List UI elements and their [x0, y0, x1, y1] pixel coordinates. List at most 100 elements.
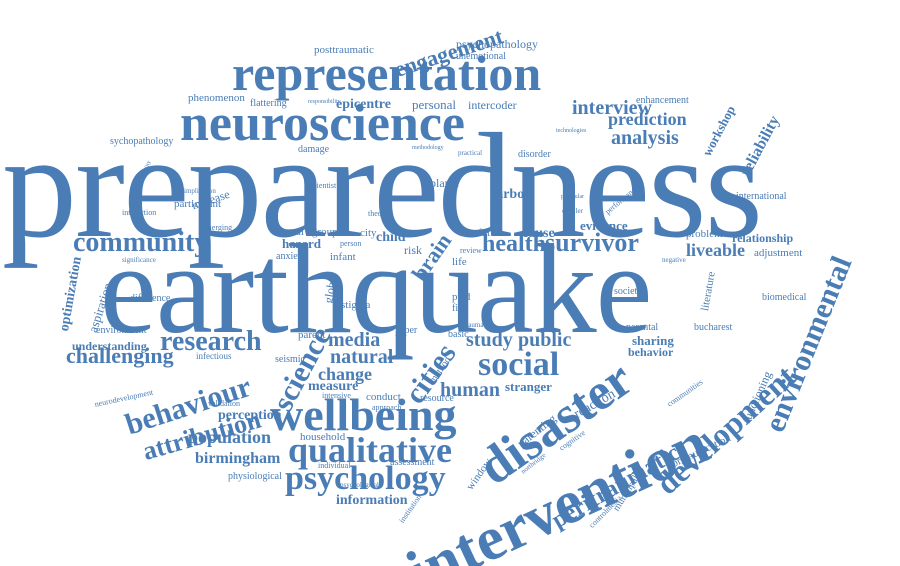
word-epicentre: epicentre [336, 97, 391, 112]
word-earthquake: earthquake [100, 218, 652, 360]
word-approach: approach [372, 403, 402, 412]
word-psychopathology: psychopathology [456, 37, 538, 51]
word-significance: significance [122, 256, 156, 264]
word-wellbeing: wellbeing [270, 389, 457, 440]
word-social: social [478, 346, 560, 383]
word-sharing: sharing [632, 333, 674, 348]
word-preparedness: preparedness [2, 103, 763, 269]
word-biomedical: biomedical [762, 292, 807, 303]
word-five: five [452, 303, 468, 314]
word-perception: perception [218, 408, 282, 423]
word-posttraumatic: posttraumatic [314, 44, 374, 56]
word-personal: personal [412, 97, 457, 112]
word-adjustment: adjustment [754, 247, 803, 259]
word-responsibility: responsibility [308, 99, 341, 105]
word-liveable: liveable [686, 240, 745, 260]
word-methodology: methodology [412, 145, 444, 151]
word-evidence: evidence [580, 218, 628, 233]
word-conduct: conduct [366, 391, 401, 403]
word-validation: validation [208, 399, 240, 408]
word-literature: literature [699, 270, 718, 312]
word-theory: theory [368, 209, 389, 218]
word-public: public [518, 329, 572, 351]
word-scientist: scientist [310, 181, 337, 190]
word-sychopathology: sychopathology [110, 136, 174, 147]
word-international: international [736, 191, 787, 202]
word-cause: cause [522, 226, 555, 241]
word-negative: negative [662, 256, 686, 264]
word-blame: blame [430, 176, 460, 190]
word-difference: difference [130, 293, 171, 304]
word-enhancement: enhancement [636, 95, 689, 106]
word-psychological: psychological [340, 481, 379, 489]
word-risk: risk [404, 243, 422, 257]
word-understanding: understanding [72, 339, 147, 353]
word-representation: representation [232, 45, 542, 101]
word-resource: resource [420, 393, 454, 404]
word-city: city [360, 227, 377, 239]
word-group: group [312, 226, 338, 238]
word-health: health [482, 231, 547, 257]
word-intensive: intensive [322, 391, 351, 400]
word-future: future [478, 227, 505, 239]
word-survivor: survivor [545, 228, 639, 257]
word-physiological: physiological [228, 471, 282, 482]
word-assessment: assessment [390, 457, 435, 468]
word-psychology: psychology [285, 460, 446, 497]
word-infant: infant [330, 251, 356, 263]
word-interview: interview [572, 97, 652, 119]
word-participant: participant [174, 198, 222, 210]
word-community: community [73, 227, 209, 258]
word-paper: paper [395, 325, 418, 336]
word-phenomenon: phenomenon [188, 92, 245, 104]
word-dweller: dweller [562, 207, 583, 215]
word-household: household [300, 431, 346, 443]
word-interaction: interaction [122, 208, 157, 217]
word-anxiety: anxiety [276, 251, 306, 262]
word-disorder: disorder [518, 149, 551, 160]
word-implication: implication [184, 187, 216, 195]
word-particular: particular [561, 194, 584, 200]
word-population: population [188, 427, 272, 447]
word-child: child [376, 230, 406, 245]
word-change: change [318, 364, 372, 384]
word-challenging: challenging [66, 343, 174, 368]
word-hazard: hazard [282, 236, 321, 251]
word-person: person [340, 239, 362, 248]
word-seismic: seismic [275, 354, 305, 365]
word-trauma: trauma [464, 321, 484, 329]
word-behavior: behavior [628, 345, 674, 359]
word-environment: environment [96, 325, 147, 336]
word-central: central [274, 226, 304, 238]
word-carbon: carbon [490, 187, 532, 202]
word-individual: individual [318, 461, 351, 470]
word-stranger: stranger [505, 379, 552, 394]
word-relationship: relationship [732, 231, 794, 245]
word-information: information [336, 493, 408, 508]
word-bucharest: bucharest [694, 322, 733, 333]
word-study: study [466, 329, 513, 351]
word-review: review [460, 246, 482, 255]
word-society: society [614, 286, 643, 297]
word-analysis: analysis [611, 127, 679, 149]
word-practical: practical [458, 149, 483, 157]
word-life: life [452, 256, 467, 268]
word-prediction: prediction [608, 109, 687, 129]
word-technologies: technologies [556, 128, 587, 134]
word-media: media [328, 329, 381, 351]
word-flattering: flattering [250, 98, 287, 109]
word-neuroscience: neuroscience [180, 95, 465, 152]
word-intercoder: intercoder [468, 98, 517, 112]
word-unemotional: unemotional [456, 51, 506, 62]
word-basic: basic [448, 329, 469, 340]
word-communities: communities [665, 377, 705, 409]
word-qualitative: qualitative [288, 430, 453, 470]
word-emerging: emerging [202, 223, 233, 232]
word-infectious: infectious [196, 351, 232, 361]
word-parent: parent [298, 329, 326, 341]
word-stigma: stigma [341, 299, 371, 311]
word-measure: measure [308, 379, 359, 394]
word-human: human [440, 379, 501, 401]
word-problem: problem [686, 228, 723, 240]
